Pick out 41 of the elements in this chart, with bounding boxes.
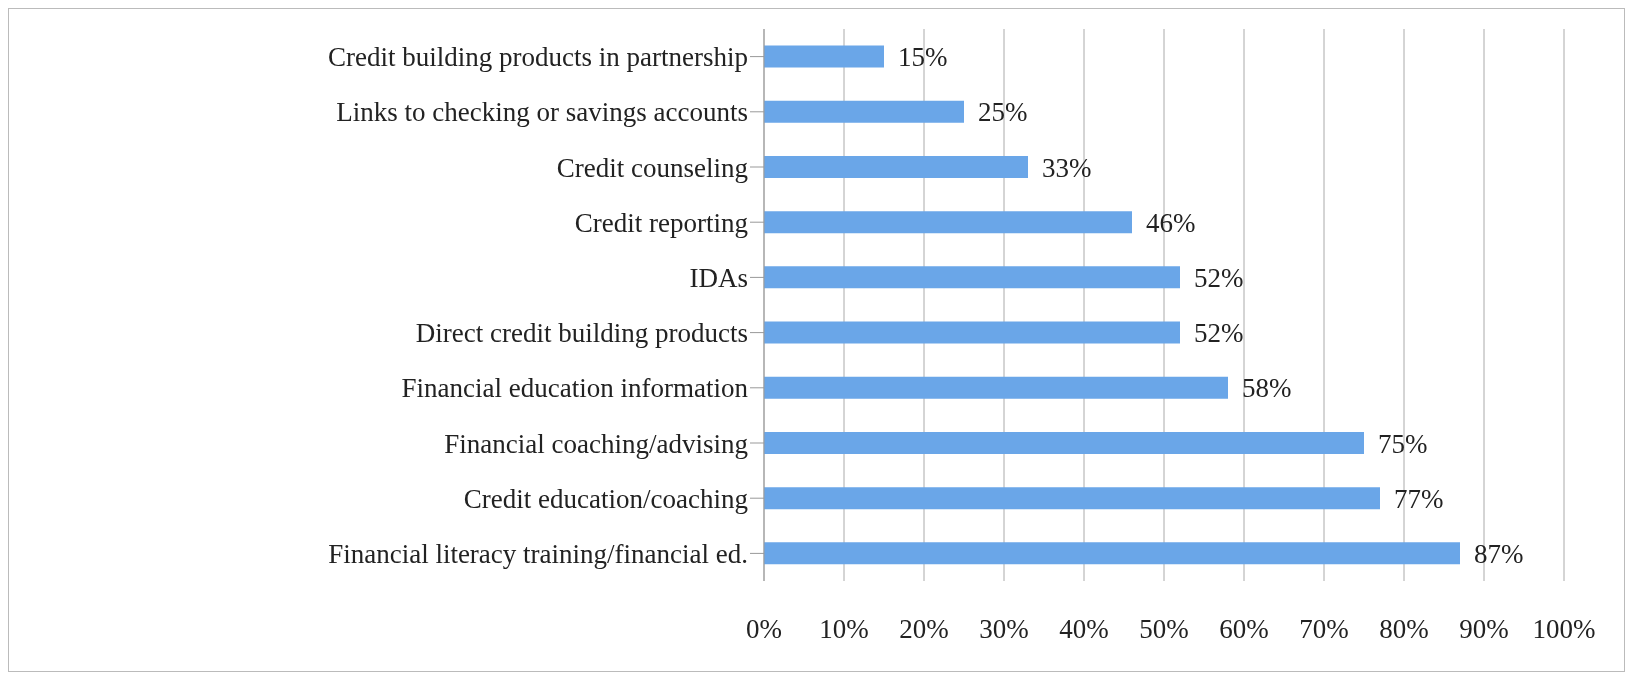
y-tick-label: Credit education/coaching <box>463 483 748 514</box>
y-tick-label: Credit counseling <box>556 152 748 183</box>
data-label: 33% <box>1042 152 1092 183</box>
y-tick-label: Financial coaching/advising <box>444 428 748 459</box>
data-label: 58% <box>1242 373 1292 404</box>
x-tick-label: 20% <box>899 614 949 645</box>
data-label: 46% <box>1146 207 1196 238</box>
y-tick-label: Credit building products in partnership <box>328 42 748 73</box>
x-tick-label: 80% <box>1379 614 1429 645</box>
data-label: 25% <box>978 97 1028 128</box>
y-tick-label: Financial literacy training/financial ed. <box>328 538 748 569</box>
x-tick-label: 30% <box>979 614 1029 645</box>
bar <box>764 100 964 123</box>
data-label: 87% <box>1474 538 1524 569</box>
bar <box>764 266 1180 289</box>
y-tick-label: IDAs <box>689 262 748 293</box>
x-tick-label: 100% <box>1532 614 1596 645</box>
bar <box>764 376 1228 399</box>
x-tick-label: 0% <box>746 614 782 645</box>
x-tick-label: 10% <box>819 614 869 645</box>
y-tick-label: Links to checking or savings accounts <box>336 97 748 128</box>
bar <box>764 431 1364 454</box>
data-label: 77% <box>1394 483 1444 514</box>
x-tick-label: 50% <box>1139 614 1189 645</box>
x-tick-label: 60% <box>1219 614 1269 645</box>
x-tick-label: 90% <box>1459 614 1509 645</box>
bar <box>764 487 1380 510</box>
data-label: 52% <box>1194 262 1244 293</box>
bar <box>764 45 884 68</box>
x-tick-label: 70% <box>1299 614 1349 645</box>
bar <box>764 155 1028 178</box>
bar <box>764 542 1460 565</box>
bar <box>764 321 1180 344</box>
data-label: 52% <box>1194 318 1244 349</box>
data-label: 75% <box>1378 428 1428 459</box>
y-tick-label: Financial education information <box>401 373 749 404</box>
y-tick-label: Direct credit building products <box>415 318 748 349</box>
bar <box>764 211 1132 234</box>
data-label: 15% <box>898 42 948 73</box>
y-tick-label: Credit reporting <box>574 207 748 238</box>
x-tick-label: 40% <box>1059 614 1109 645</box>
